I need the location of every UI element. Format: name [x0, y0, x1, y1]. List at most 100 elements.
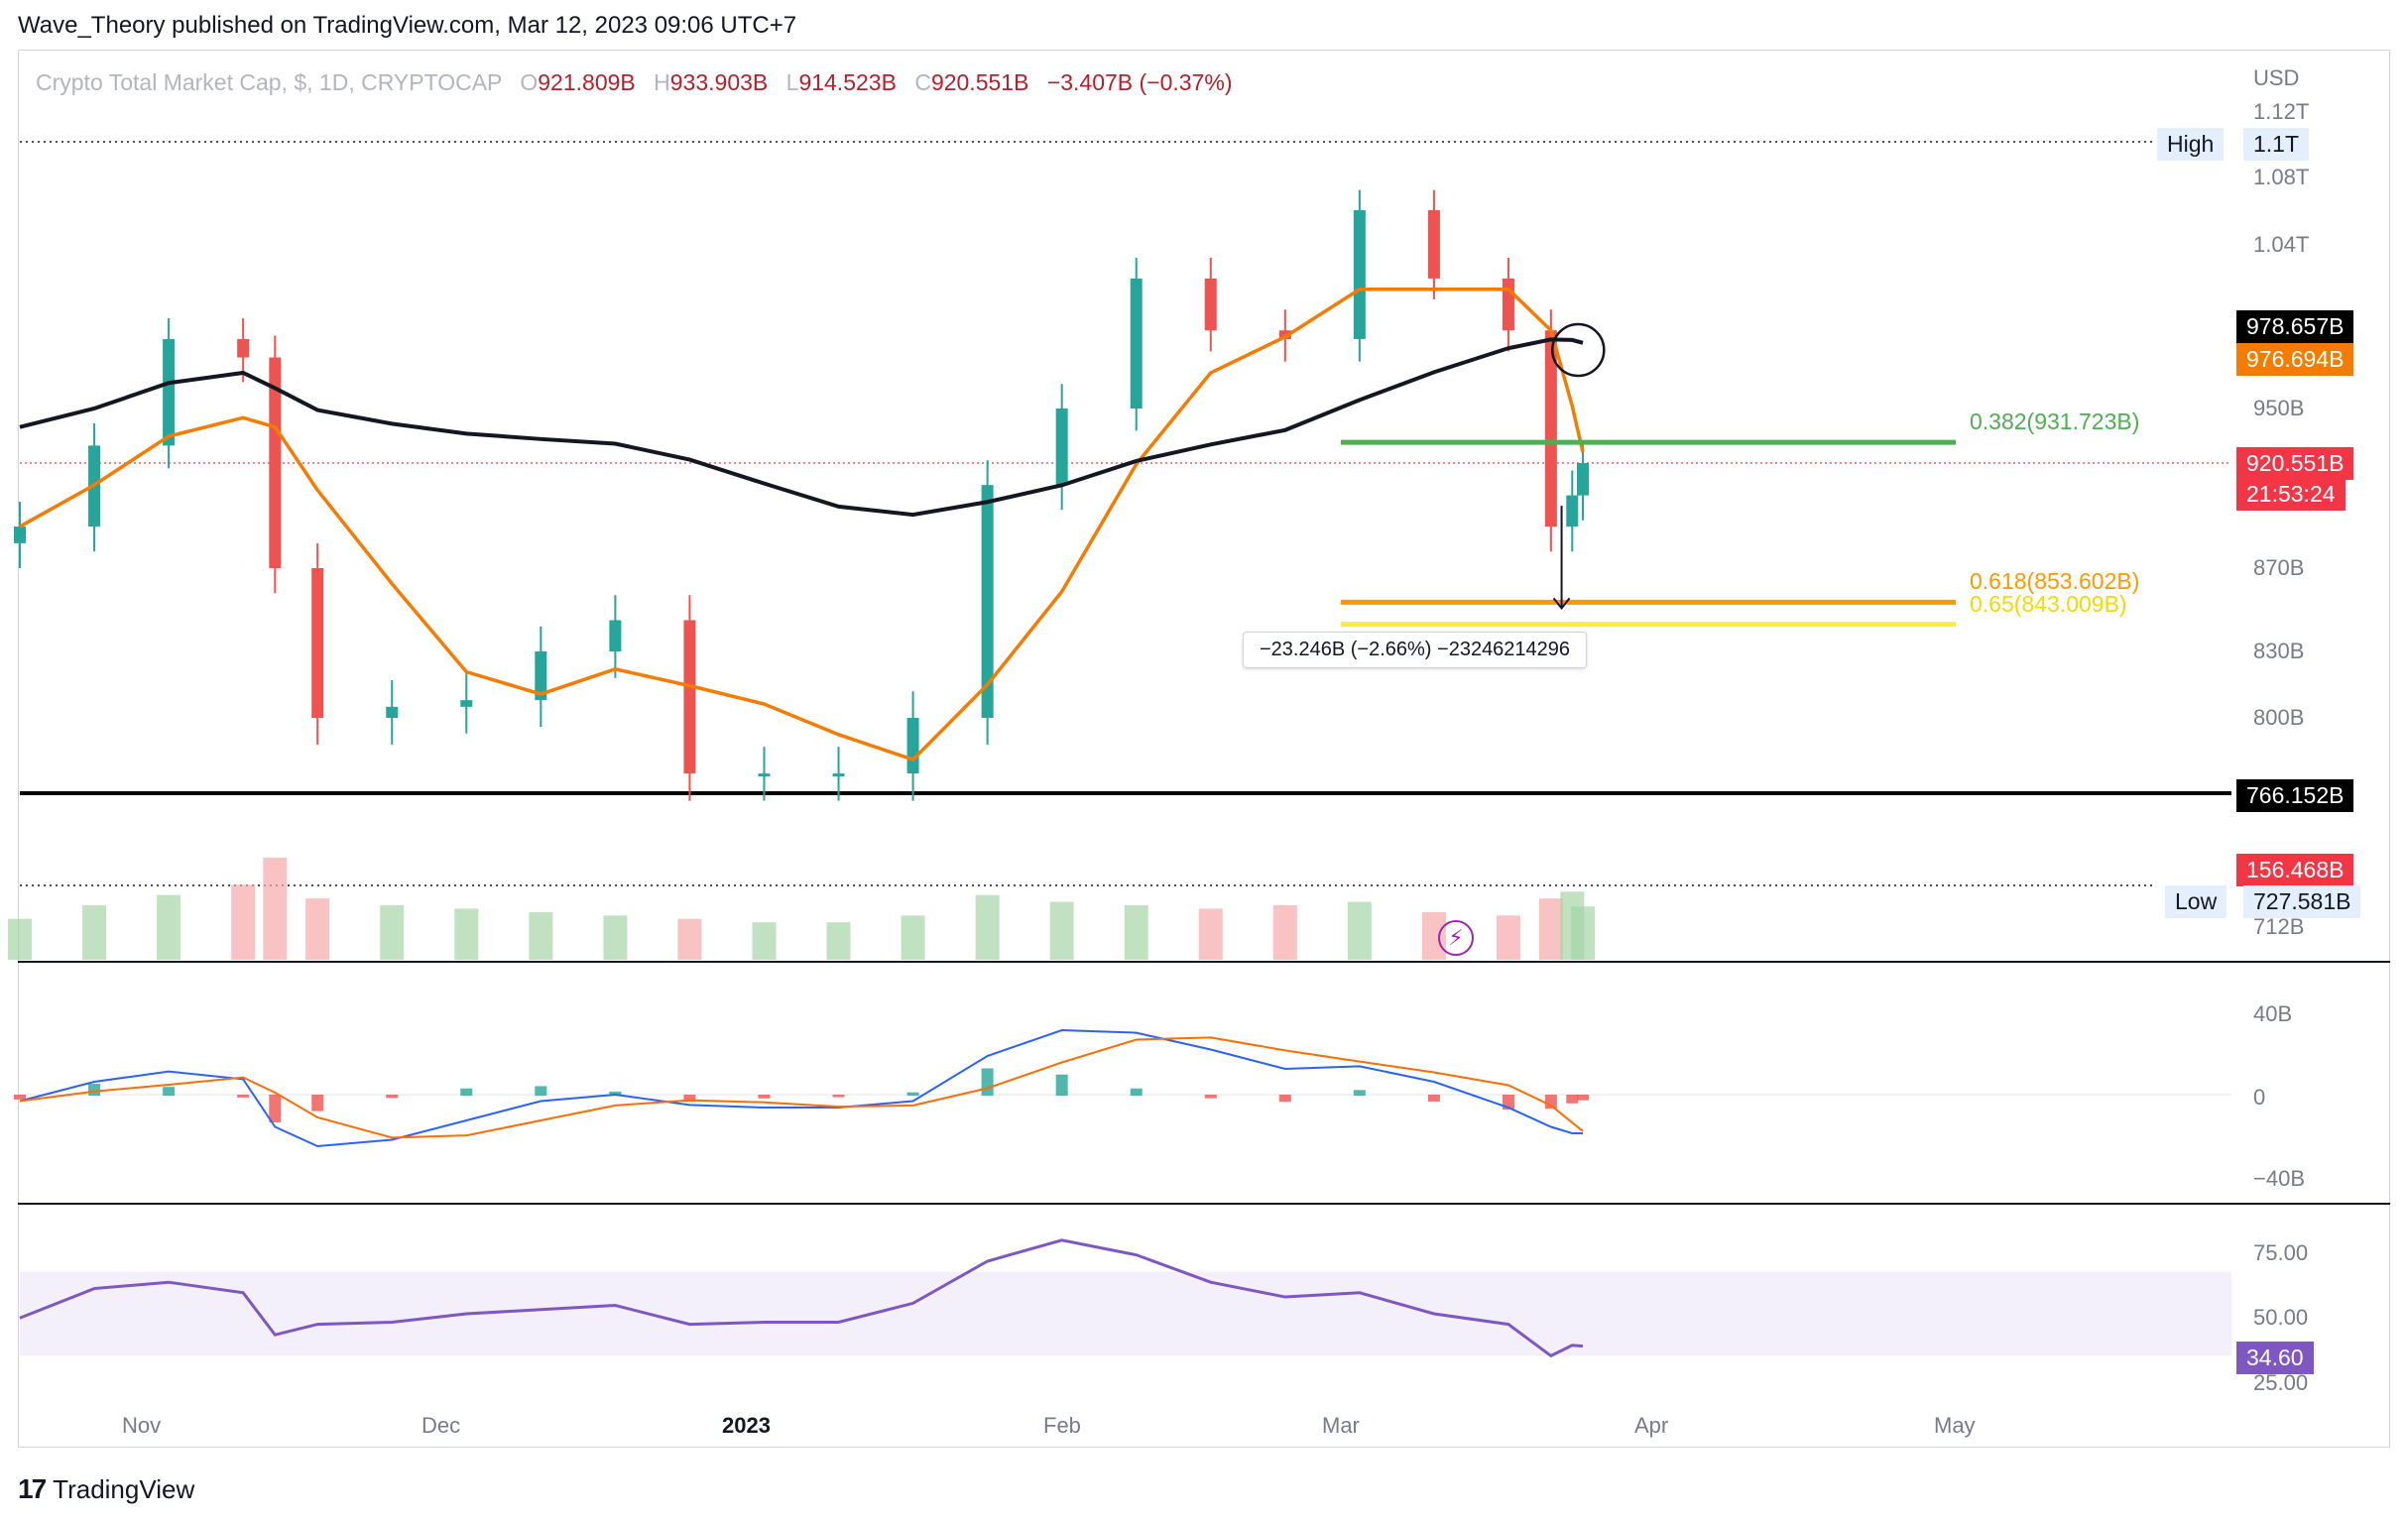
- macd-tick: −40B: [2253, 1166, 2305, 1191]
- open-label: O: [520, 69, 539, 95]
- fib-065-label[interactable]: 0.65(843.009B): [1970, 591, 2127, 617]
- volume-bar: [1571, 906, 1596, 960]
- time-tick: 2023: [722, 1413, 771, 1438]
- publisher-header: Wave_Theory published on TradingView.com…: [18, 12, 797, 39]
- axis-currency[interactable]: USD: [2253, 65, 2300, 90]
- macd-histogram-bar: [386, 1095, 399, 1099]
- candle-body: [1544, 330, 1557, 527]
- tradingview-logo[interactable]: 17 TradingView: [18, 1473, 194, 1505]
- volume-bar: [1538, 898, 1563, 960]
- countdown-tag: 21:53:24: [2236, 478, 2346, 511]
- candle-body: [906, 718, 919, 774]
- candle-body: [832, 773, 845, 777]
- symbol-name[interactable]: Crypto Total Market Cap, $, 1D, CRYPTOCA…: [36, 69, 502, 95]
- pane-separator-rsi[interactable]: [18, 1203, 2390, 1205]
- candle-body: [981, 485, 994, 718]
- macd-histogram-bar: [163, 1087, 176, 1096]
- volume-bar: [305, 898, 330, 960]
- candle-body: [1353, 210, 1366, 339]
- volume-bar: [454, 908, 479, 960]
- macd-histogram-bar: [535, 1086, 547, 1096]
- last-price-tag: 920.551B: [2236, 447, 2354, 480]
- volume-bar: [157, 894, 181, 960]
- price-tick: 712B: [2253, 914, 2305, 939]
- fib-0618-label[interactable]: 0.618(853.602B): [1970, 568, 2140, 594]
- volume-bar: [231, 884, 256, 960]
- volume-bar: [8, 918, 32, 960]
- macd-histogram-bar: [1353, 1090, 1366, 1096]
- time-tick: Dec: [421, 1413, 461, 1438]
- candle-body: [1278, 330, 1291, 339]
- candle-body: [163, 338, 176, 446]
- tv-logo-icon: 17: [18, 1473, 47, 1504]
- candle-body: [609, 620, 622, 651]
- macd-histogram-bar: [1577, 1095, 1590, 1101]
- macd-histogram-bar: [460, 1088, 473, 1096]
- macd-histogram-bar: [237, 1095, 250, 1098]
- volume-bar: [529, 911, 553, 960]
- macd-line: [19, 1028, 1584, 1148]
- chart-frame: [18, 50, 2390, 1448]
- time-tick: Feb: [1043, 1413, 1081, 1438]
- pane-separator-macd[interactable]: [18, 961, 2390, 963]
- time-tick: May: [1934, 1413, 1976, 1438]
- price-tick: 1.04T: [2253, 232, 2310, 257]
- open-value: 921.809B: [538, 69, 636, 95]
- macd-histogram-bar: [88, 1084, 101, 1096]
- volume-bar: [380, 905, 405, 960]
- candle-body: [1204, 278, 1217, 331]
- macd-tick: 0: [2253, 1085, 2266, 1110]
- candle-body: [311, 568, 324, 718]
- macd-histogram-bar: [1544, 1095, 1557, 1110]
- ma50-tag: 976.694B: [2236, 343, 2354, 376]
- price-tick: 870B: [2253, 555, 2305, 580]
- candle-body: [1502, 278, 1514, 331]
- candle-body: [683, 620, 696, 774]
- volume-bar: [1347, 901, 1372, 960]
- tradingview-brand: TradingView: [53, 1473, 195, 1504]
- price-tick: 830B: [2253, 639, 2305, 663]
- volume-tag: 156.468B: [2236, 854, 2354, 886]
- macd-histogram-bar: [683, 1095, 696, 1103]
- macd-histogram-bar: [1427, 1095, 1440, 1102]
- time-tick: Nov: [122, 1413, 162, 1438]
- lightning-icon[interactable]: ⚡: [1438, 920, 1474, 956]
- macd-histogram-bar: [906, 1092, 919, 1096]
- macd-histogram-bar: [1278, 1095, 1291, 1103]
- candle-body: [1130, 278, 1143, 409]
- volume-bar: [975, 894, 1000, 960]
- macd-histogram-bar: [1204, 1095, 1217, 1099]
- measure-arrow-head: [1552, 597, 1571, 611]
- change-value: −3.407B (−0.37%): [1046, 69, 1233, 95]
- candle-body: [460, 700, 473, 707]
- rsi-tag: 34.60: [2236, 1342, 2314, 1374]
- candle-body: [1055, 409, 1068, 486]
- volume-bar: [1272, 905, 1297, 960]
- volume-bar: [752, 922, 777, 960]
- high-value: 933.903B: [669, 69, 769, 95]
- symbol-legend: Crypto Total Market Cap, $, 1D, CRYPTOCA…: [36, 69, 1233, 96]
- macd-histogram-bar: [981, 1068, 994, 1096]
- volume-bar: [1198, 908, 1223, 960]
- volume-bar: [901, 915, 925, 960]
- volume-bar: [826, 922, 851, 960]
- high-tag-value: 1.1T: [2243, 128, 2310, 161]
- volume-bar: [82, 905, 107, 960]
- fib-0382-label[interactable]: 0.382(931.723B): [1970, 409, 2140, 434]
- volume-bar: [263, 857, 288, 960]
- signal-line: [19, 1036, 1584, 1139]
- time-tick: Apr: [1634, 1413, 1669, 1438]
- volume-bar: [603, 915, 628, 960]
- macd-histogram-bar: [311, 1095, 324, 1112]
- macd-histogram-bar: [14, 1095, 26, 1100]
- macd-histogram-bar: [269, 1095, 282, 1122]
- macd-histogram-bar: [832, 1095, 845, 1098]
- rsi-tick: 75.00: [2253, 1240, 2309, 1265]
- rsi-tick: 50.00: [2253, 1305, 2309, 1330]
- low-tag-value: 727.581B: [2243, 885, 2361, 918]
- candle-body: [758, 773, 771, 777]
- ma50-line: [19, 288, 1585, 762]
- macd-tick: 40B: [2253, 1001, 2293, 1026]
- crossover-circle: [1551, 322, 1606, 378]
